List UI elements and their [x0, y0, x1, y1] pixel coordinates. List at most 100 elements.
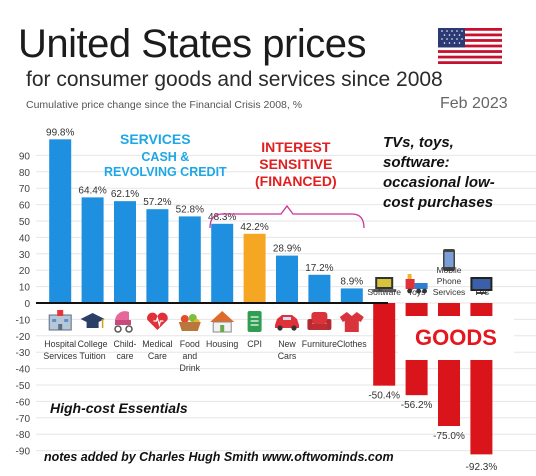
category-label: Phone	[437, 276, 462, 286]
hospital-icon	[48, 310, 72, 331]
food-basket-icon	[178, 314, 201, 331]
bar-5	[211, 223, 234, 303]
data-label: 99.8%	[46, 127, 74, 138]
tvs-line: cost purchases	[383, 194, 494, 211]
services-sub-line: CASH &	[141, 150, 190, 164]
services-sub-annotation: CASH & REVOLVING CREDIT	[104, 150, 227, 180]
stroller-icon	[114, 311, 133, 333]
y-tick-label: -30	[16, 348, 31, 359]
category-label: New	[278, 339, 296, 349]
author-credit: notes added by Charles Hugh Smith www.of…	[44, 450, 394, 464]
bar-10	[373, 303, 396, 386]
data-label: -92.3%	[466, 462, 498, 473]
date-label: Feb 2023	[440, 95, 508, 112]
category-label: Housing	[206, 339, 238, 349]
y-tick-label: -10	[16, 315, 31, 326]
data-label: 17.2%	[305, 263, 333, 274]
data-label: 42.2%	[240, 222, 268, 233]
shirt-icon	[339, 312, 364, 332]
y-tick-label: 20	[19, 266, 31, 277]
category-label: College	[78, 339, 108, 349]
category-label: Toys	[408, 287, 425, 297]
y-tick-label: 50	[19, 217, 31, 228]
interest-line: SENSITIVE	[259, 156, 333, 172]
y-tick-label: 90	[19, 151, 31, 162]
y-tick-label: -50	[16, 381, 31, 392]
data-label: -75.0%	[433, 431, 465, 442]
y-tick-label: -40	[16, 365, 31, 376]
category-label: Services	[433, 287, 466, 297]
y-tick-label: -60	[16, 397, 31, 408]
armchair-icon	[307, 312, 332, 330]
interest-line: INTEREST	[261, 139, 331, 155]
y-tick-label: 10	[19, 283, 31, 294]
y-tick-label: 0	[24, 299, 30, 310]
category-label: Hospital	[44, 339, 76, 349]
category-label: Furniture	[302, 339, 337, 349]
page-title: United States prices	[18, 22, 366, 66]
tv-icon	[470, 277, 493, 294]
category-label: Software	[367, 287, 401, 297]
tvs-line: software:	[383, 154, 450, 171]
category-label: Drink	[180, 363, 201, 373]
data-label: 64.4%	[78, 185, 106, 196]
category-label: Care	[148, 351, 167, 361]
goods-annotation: GOODS	[398, 316, 514, 360]
y-tick-label: -70	[16, 414, 31, 425]
page-subtitle: for consumer goods and services since 20…	[26, 68, 443, 91]
data-label: -50.4%	[368, 391, 400, 402]
bar-2	[114, 201, 136, 303]
data-label: 57.2%	[143, 197, 171, 208]
mobile-phone-icon	[443, 249, 455, 271]
category-label: CPI	[247, 339, 262, 349]
interest-bracket	[209, 204, 365, 229]
data-label: 48.3%	[208, 212, 236, 223]
car-icon	[275, 315, 299, 331]
category-label: Child-	[114, 339, 137, 349]
bar-4	[178, 216, 201, 303]
category-label: Mobile	[436, 265, 461, 275]
bar-0	[49, 139, 72, 303]
essentials-annotation: High-cost Essentials	[50, 400, 188, 416]
interest-sensitive-annotation: INTEREST SENSITIVE (FINANCED)	[255, 139, 337, 190]
category-label: and	[182, 351, 197, 361]
y-tick-label: 40	[19, 233, 31, 244]
bar-9	[340, 288, 363, 303]
category-label: care	[116, 351, 133, 361]
y-tick-label: -20	[16, 332, 31, 343]
bar-3	[146, 209, 169, 303]
receipt-icon	[247, 311, 262, 332]
services-annotation: SERVICES	[120, 131, 191, 147]
bar-1	[81, 197, 104, 303]
tvs-line: occasional low-	[383, 174, 495, 191]
data-label: -56.2%	[401, 400, 433, 411]
bar-8	[308, 274, 331, 303]
category-label: TVs	[474, 287, 489, 297]
category-label: Food	[180, 339, 200, 349]
data-label: 52.8%	[176, 204, 204, 215]
house-icon	[210, 311, 235, 333]
bar-6	[243, 233, 266, 303]
data-label: 28.9%	[273, 244, 301, 255]
us-flag-icon	[438, 28, 502, 64]
interest-line: (FINANCED)	[255, 173, 337, 189]
laptop-icon	[372, 277, 397, 292]
data-label: 8.9%	[340, 276, 363, 287]
category-label: Tuition	[80, 351, 106, 361]
services-sub-line: REVOLVING CREDIT	[104, 165, 227, 179]
low-cost-purchases-annotation: TVs, toys, software: occasional low- cos…	[383, 133, 495, 213]
category-label: Medical	[142, 339, 172, 349]
y-tick-label: 60	[19, 201, 31, 212]
y-tick-label: 30	[19, 250, 31, 261]
y-tick-label: 70	[19, 184, 31, 195]
y-tick-label: -90	[16, 447, 31, 458]
heart-stethoscope-icon	[147, 312, 168, 330]
category-label: Services	[43, 351, 77, 361]
data-label: 62.1%	[111, 189, 139, 200]
category-label: Cars	[278, 351, 297, 361]
category-label: Clothes	[337, 339, 367, 349]
y-tick-label: 80	[19, 168, 31, 179]
graduation-cap-icon	[80, 313, 105, 328]
toy-train-icon	[405, 274, 428, 294]
axis-caption: Cumulative price change since the Financ…	[26, 99, 303, 111]
